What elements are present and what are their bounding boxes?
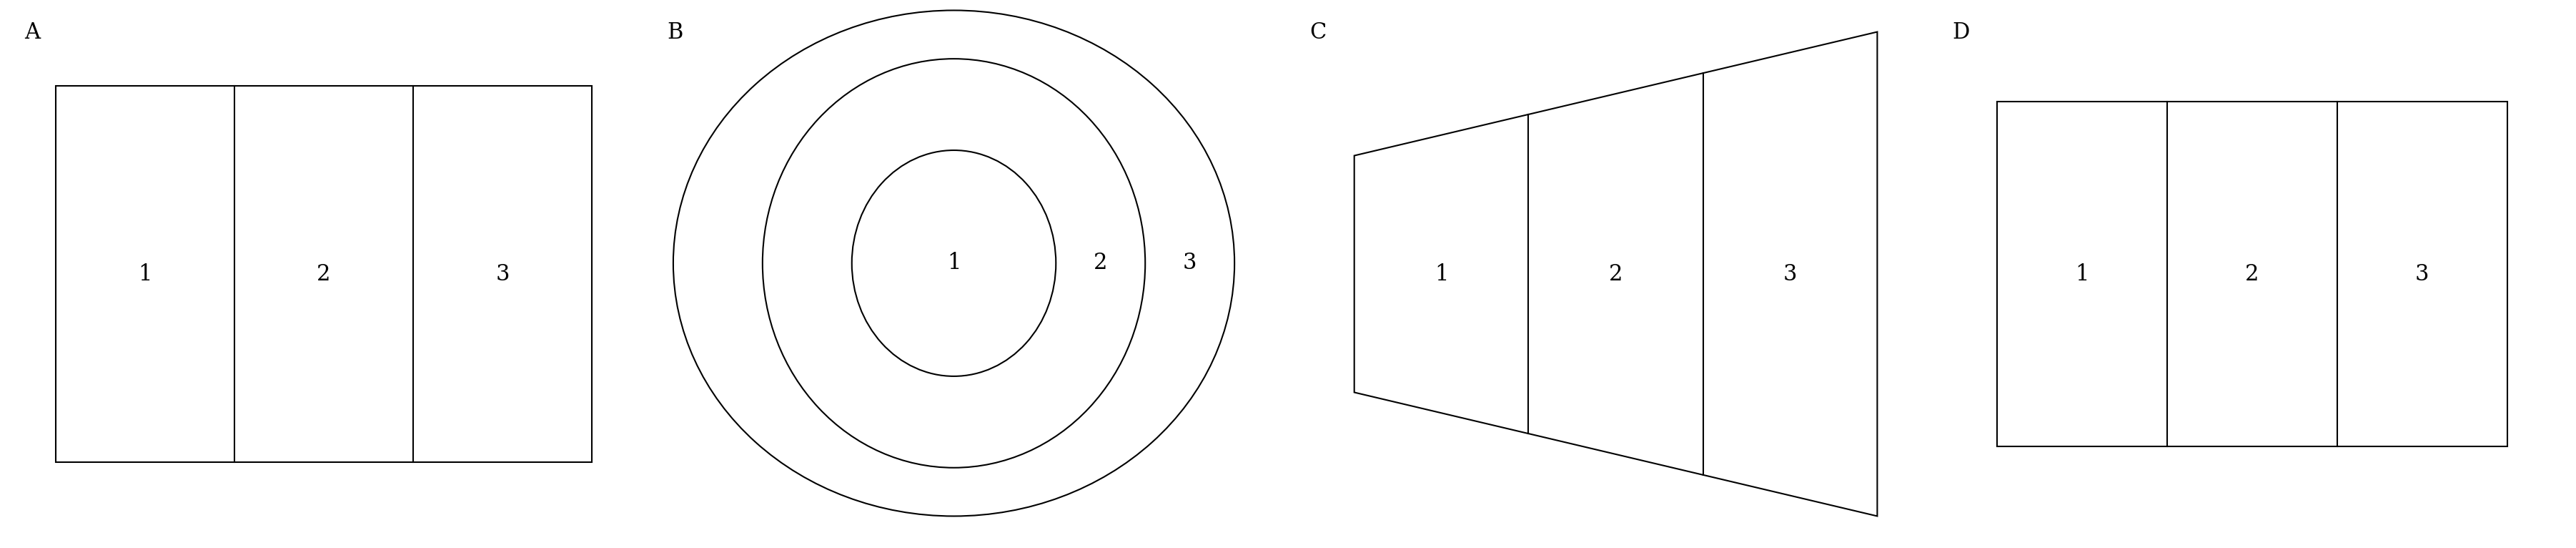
Text: 2: 2 [1095, 252, 1108, 275]
Text: 1: 1 [1435, 263, 1448, 285]
Text: 2: 2 [1610, 263, 1623, 285]
Text: 2: 2 [317, 263, 330, 285]
Text: 1: 1 [948, 252, 961, 275]
Text: 1: 1 [2076, 263, 2089, 285]
Text: 3: 3 [495, 263, 510, 285]
Text: 3: 3 [2416, 263, 2429, 285]
Text: 3: 3 [1182, 252, 1198, 275]
Text: 2: 2 [2246, 263, 2259, 285]
Text: A: A [23, 21, 39, 43]
Text: 3: 3 [1783, 263, 1798, 285]
Text: D: D [1953, 21, 1971, 43]
Text: B: B [667, 21, 683, 43]
Text: 1: 1 [139, 263, 152, 285]
Text: C: C [1309, 21, 1327, 43]
